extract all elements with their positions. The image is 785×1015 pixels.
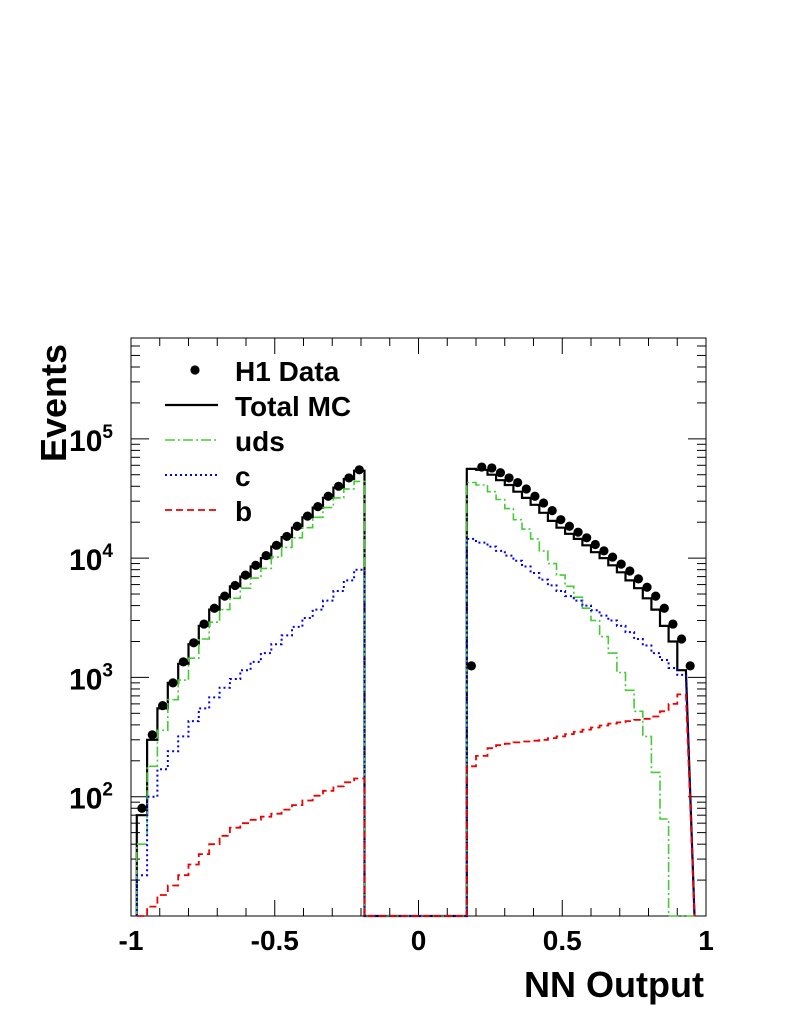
- data-points-layer: [137, 462, 695, 813]
- y-tick-base: 10: [69, 544, 102, 577]
- data-point: [633, 574, 644, 584]
- data-point: [582, 533, 592, 543]
- y-tick-label-text: 104: [69, 541, 113, 577]
- data-point: [251, 560, 261, 570]
- data-point: [178, 657, 188, 667]
- data-point: [323, 491, 333, 501]
- data-point: [607, 552, 618, 562]
- data-point: [344, 473, 354, 483]
- legend-label: uds: [235, 426, 285, 457]
- data-point: [564, 521, 575, 531]
- series-layer: [135, 467, 696, 918]
- data-point: [530, 491, 540, 501]
- y-tick-exponent: 4: [102, 541, 113, 562]
- y-tick-label: 104: [69, 541, 113, 577]
- data-point: [651, 591, 661, 601]
- y-axis-label: Events: [33, 344, 74, 462]
- y-tick-label: 102: [69, 780, 113, 816]
- data-point: [556, 515, 566, 525]
- data-point: [599, 546, 609, 556]
- legend-label: Total MC: [235, 391, 351, 422]
- data-point: [659, 603, 669, 613]
- data-point: [158, 701, 168, 711]
- y-tick-exponent: 2: [102, 780, 113, 801]
- legend: H1 Data Total MC uds cb: [165, 356, 351, 527]
- legend-entry: H1 Data: [190, 356, 340, 387]
- x-tick-label: -1: [119, 925, 144, 956]
- legend-entry: uds: [165, 426, 285, 457]
- y-tick-exponent: 3: [102, 660, 113, 681]
- data-point: [189, 638, 199, 648]
- data-point: [685, 661, 695, 671]
- data-point: [625, 566, 635, 576]
- data-point: [313, 502, 323, 512]
- y-tick-label: 105: [69, 422, 113, 458]
- data-point: [504, 473, 514, 483]
- data-point: [477, 462, 487, 472]
- y-tick-label-text: 103: [69, 660, 113, 696]
- data-point: [487, 463, 497, 473]
- data-point: [573, 527, 583, 537]
- legend-label: H1 Data: [235, 356, 340, 387]
- legend-label: c: [235, 461, 251, 492]
- x-axis-label: NN Output: [524, 964, 704, 1005]
- x-tick-label: 1: [698, 925, 714, 956]
- data-point: [302, 511, 313, 521]
- y-tick-base: 10: [69, 783, 102, 816]
- data-point: [590, 539, 600, 550]
- x-tick-label: 0: [411, 925, 427, 956]
- data-point: [642, 582, 652, 592]
- data-point: [538, 498, 549, 508]
- y-tick-base: 10: [69, 425, 102, 458]
- y-tick-label: 103: [69, 660, 113, 696]
- data-point: [292, 521, 302, 531]
- data-point: [271, 540, 282, 550]
- y-tick-label-text: 105: [69, 422, 113, 458]
- data-point: [168, 678, 178, 688]
- data-point: [209, 603, 219, 613]
- legend-entry: b: [165, 496, 252, 527]
- data-point: [147, 730, 157, 740]
- x-tick-label: 0.5: [543, 925, 582, 956]
- data-point: [495, 468, 506, 478]
- data-point: [282, 531, 292, 542]
- x-tick-labels: -1 -0.5 0 0.5 1: [119, 925, 714, 956]
- data-point: [261, 550, 271, 561]
- legend-entry: Total MC: [165, 391, 351, 422]
- y-tick-base: 10: [69, 663, 102, 696]
- series-total-mc: [135, 467, 696, 918]
- plot-frame: [130, 337, 707, 917]
- data-point: [616, 559, 626, 569]
- data-point: [137, 803, 147, 813]
- data-point: [354, 465, 364, 475]
- series-b: [136, 693, 696, 917]
- data-point: [668, 619, 678, 629]
- data-point: [199, 619, 209, 629]
- data-point: [230, 580, 240, 591]
- data-point: [513, 477, 523, 488]
- legend-entry: c: [165, 461, 251, 492]
- axis-ticks: [130, 337, 707, 917]
- legend-label: b: [235, 496, 252, 527]
- data-point: [220, 591, 230, 601]
- data-point: [466, 661, 476, 671]
- data-point: [333, 481, 344, 491]
- y-tick-label-text: 102: [69, 780, 113, 816]
- series-uds: [136, 480, 695, 917]
- data-point: [240, 570, 251, 580]
- data-point: [521, 484, 531, 494]
- legend-marker: [190, 365, 200, 375]
- data-point: [676, 634, 687, 644]
- x-tick-label: -0.5: [251, 925, 299, 956]
- data-point: [547, 506, 557, 516]
- y-tick-exponent: 5: [102, 422, 113, 443]
